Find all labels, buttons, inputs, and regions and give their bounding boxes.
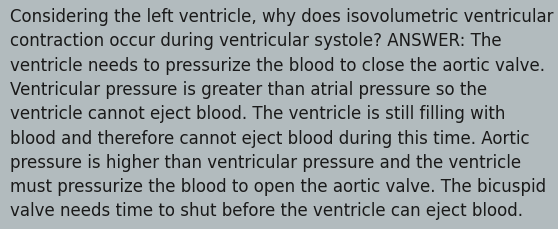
Text: Considering the left ventricle, why does isovolumetric ventricular
contraction o: Considering the left ventricle, why does… [10, 8, 554, 219]
